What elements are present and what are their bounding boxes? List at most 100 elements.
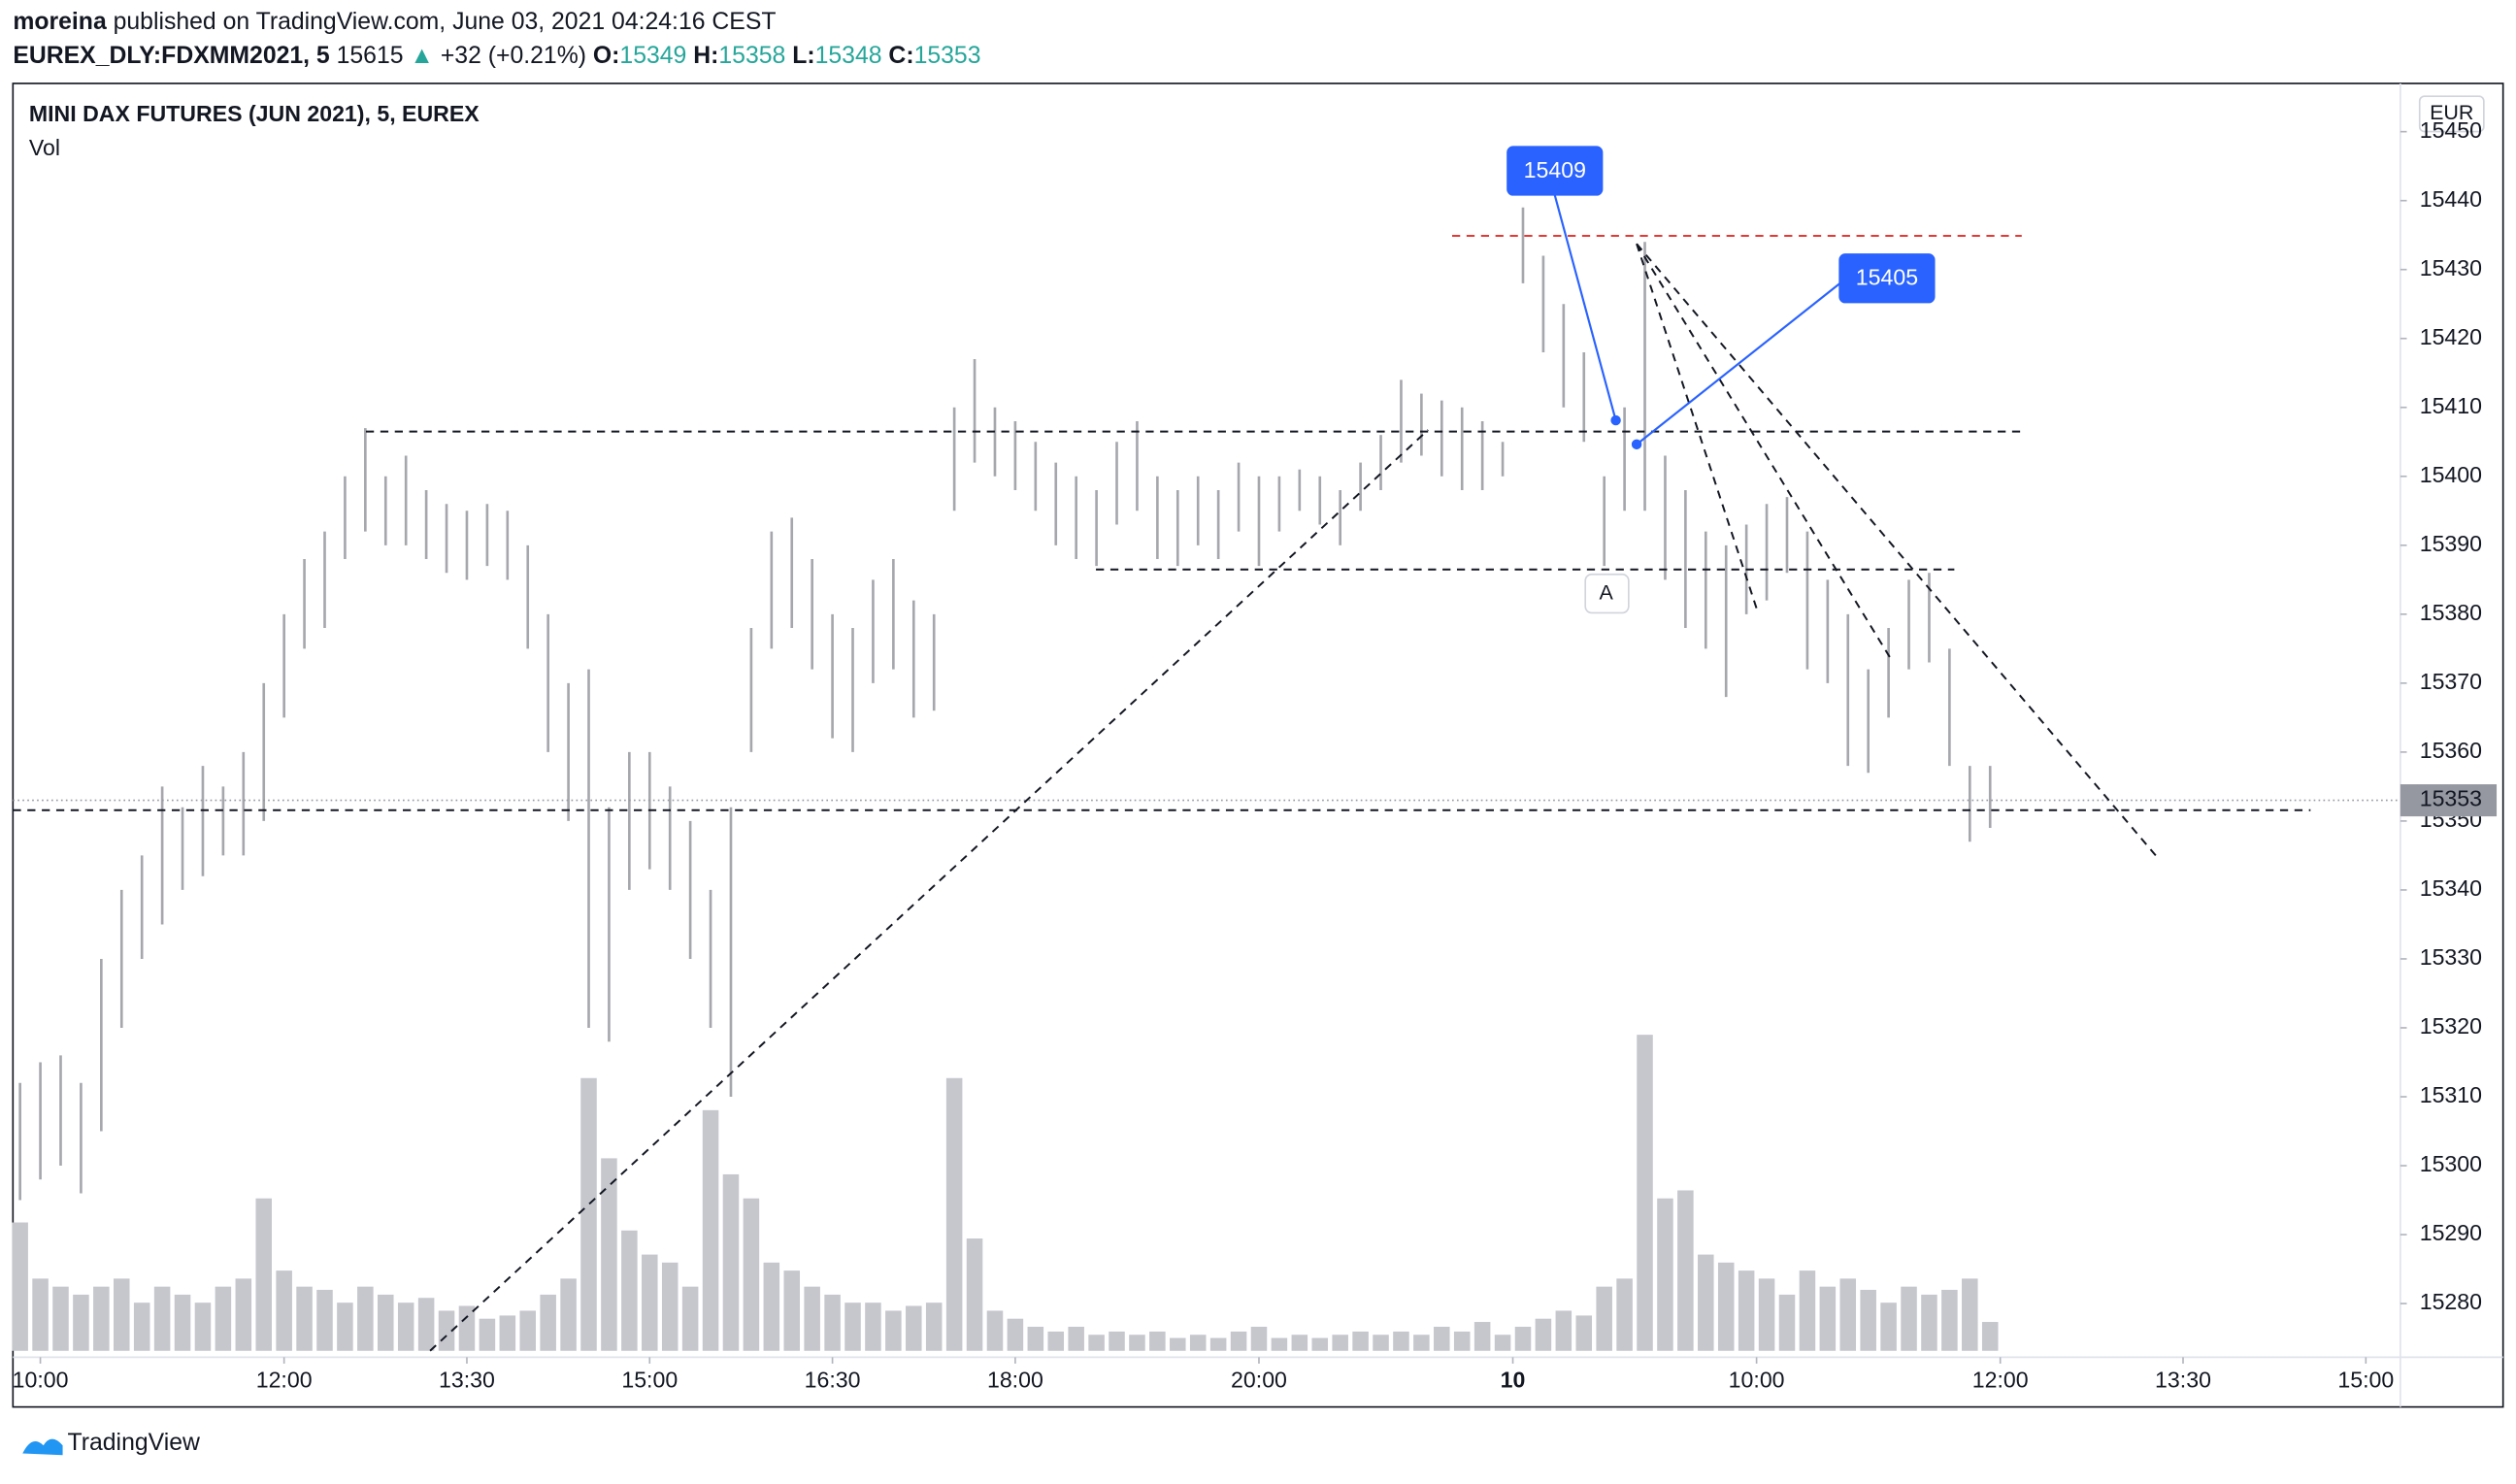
symbol: EUREX_DLY:FDXMM2021, 5 <box>13 42 330 68</box>
currency-box[interactable] <box>2418 95 2485 133</box>
volume-bar <box>906 1305 922 1351</box>
callout-box[interactable] <box>1506 146 1604 196</box>
volume-bar <box>1209 1337 1227 1351</box>
y-tick-label: 15330 <box>2420 944 2482 970</box>
volume-bar <box>1311 1337 1329 1351</box>
y-tick-label: 15370 <box>2420 669 2482 694</box>
up-arrow: ▲ <box>410 42 434 68</box>
volume-bar <box>357 1286 374 1351</box>
y-tick-label: 15310 <box>2420 1082 2482 1107</box>
volume-bar <box>1880 1303 1897 1351</box>
y-tick-label: 15390 <box>2420 531 2482 556</box>
y-tick-label: 15440 <box>2420 186 2482 212</box>
y-tick-label: 15340 <box>2420 875 2482 901</box>
volume-bar <box>316 1289 333 1351</box>
volume-bar <box>824 1294 841 1351</box>
x-tick-label: 12:00 <box>1972 1367 2029 1392</box>
volume-bar <box>1819 1286 1837 1351</box>
brand: TradingView <box>68 1430 200 1456</box>
volume-bar <box>804 1286 820 1351</box>
volume-bar <box>1738 1270 1755 1351</box>
fan-line <box>1636 243 2160 859</box>
x-tick-label: 13:30 <box>439 1367 495 1392</box>
volume-bar <box>1332 1335 1348 1351</box>
volume-bar <box>296 1286 313 1351</box>
volume-bar <box>1434 1326 1450 1351</box>
volume-bar <box>397 1303 414 1351</box>
y-tick-label: 15280 <box>2420 1289 2482 1314</box>
volume-bar <box>1616 1278 1633 1351</box>
x-tick-label: 12:00 <box>256 1367 313 1392</box>
volume-bar <box>661 1262 679 1351</box>
volume-bar <box>1596 1286 1612 1351</box>
volume-bar <box>702 1109 719 1351</box>
volume-bar <box>1149 1331 1166 1351</box>
volume-bar <box>722 1173 740 1351</box>
volume-bar <box>642 1254 658 1351</box>
chart-title: MINI DAX FUTURES (JUN 2021), 5, EUREX <box>29 101 480 126</box>
change: +32 (+0.21%) <box>441 42 586 68</box>
callout-label: 15409 <box>1524 157 1586 182</box>
volume-bar <box>925 1303 943 1351</box>
volume-bar <box>885 1310 902 1351</box>
volume-bar <box>1981 1322 1999 1351</box>
y-tick-label: 15410 <box>2420 393 2482 418</box>
volume-bar <box>499 1315 516 1351</box>
currency: EUR <box>2430 101 2473 124</box>
volume-bar <box>1860 1289 1876 1351</box>
volume-bar <box>1962 1278 1978 1351</box>
volume-bar <box>1027 1326 1044 1351</box>
callout-point <box>1631 439 1642 450</box>
volume-bar <box>32 1278 49 1351</box>
fan-line <box>1636 243 1759 610</box>
volume-bar <box>93 1286 110 1351</box>
trend-line <box>429 429 1429 1352</box>
volume-bar <box>73 1294 89 1351</box>
l-label: L: <box>792 42 814 68</box>
x-tick-label: 15:00 <box>2337 1367 2394 1392</box>
y-tick-label: 15450 <box>2420 117 2482 143</box>
y-tick-label: 15430 <box>2420 255 2482 280</box>
volume-bar <box>519 1310 537 1351</box>
volume-bar <box>114 1278 130 1351</box>
volume-bar <box>458 1305 476 1351</box>
volume-bar <box>540 1294 556 1351</box>
volume-bar <box>865 1303 881 1351</box>
volume-bar <box>1921 1294 1937 1351</box>
header-line-2: EUREX_DLY:FDXMM2021, 5 15615 ▲ +32 (+0.2… <box>13 42 980 68</box>
marker-box[interactable] <box>1584 573 1630 614</box>
x-tick-label: 10 <box>1501 1367 1526 1392</box>
h-label: H: <box>693 42 718 68</box>
volume-bar <box>1637 1035 1653 1351</box>
volume-bar <box>174 1294 191 1351</box>
volume-bar <box>1758 1278 1775 1351</box>
volume-bar <box>763 1262 780 1351</box>
volume-bar <box>337 1303 353 1351</box>
volume-bar <box>1839 1278 1857 1351</box>
volume-bar <box>215 1286 232 1351</box>
o-label: O: <box>593 42 620 68</box>
volume-bar <box>1941 1289 1958 1351</box>
volume-bar <box>1514 1326 1532 1351</box>
x-tick-label: 20:00 <box>1231 1367 1287 1392</box>
callout-lines <box>1552 188 1846 450</box>
volume-bar <box>1901 1286 1917 1351</box>
volume-bar <box>1677 1190 1694 1351</box>
volume-bar <box>378 1294 394 1351</box>
callout-box[interactable] <box>1838 253 1936 304</box>
volume-bar <box>1271 1337 1288 1351</box>
volume-bar <box>580 1077 597 1351</box>
volume-bar <box>1657 1198 1673 1351</box>
volume-bar <box>1047 1331 1065 1351</box>
volume-bar <box>986 1310 1004 1351</box>
volume-bar <box>1352 1331 1369 1351</box>
x-tick-label: 10:00 <box>1729 1367 1785 1392</box>
y-tick-label: 15320 <box>2420 1013 2482 1039</box>
volume-bar <box>235 1278 252 1351</box>
volume-bar <box>681 1286 699 1351</box>
volume-bar <box>1230 1331 1247 1351</box>
last-price-box <box>2400 784 2498 817</box>
callout-point <box>1610 414 1621 426</box>
chart-subtitle: Vol <box>29 135 60 160</box>
